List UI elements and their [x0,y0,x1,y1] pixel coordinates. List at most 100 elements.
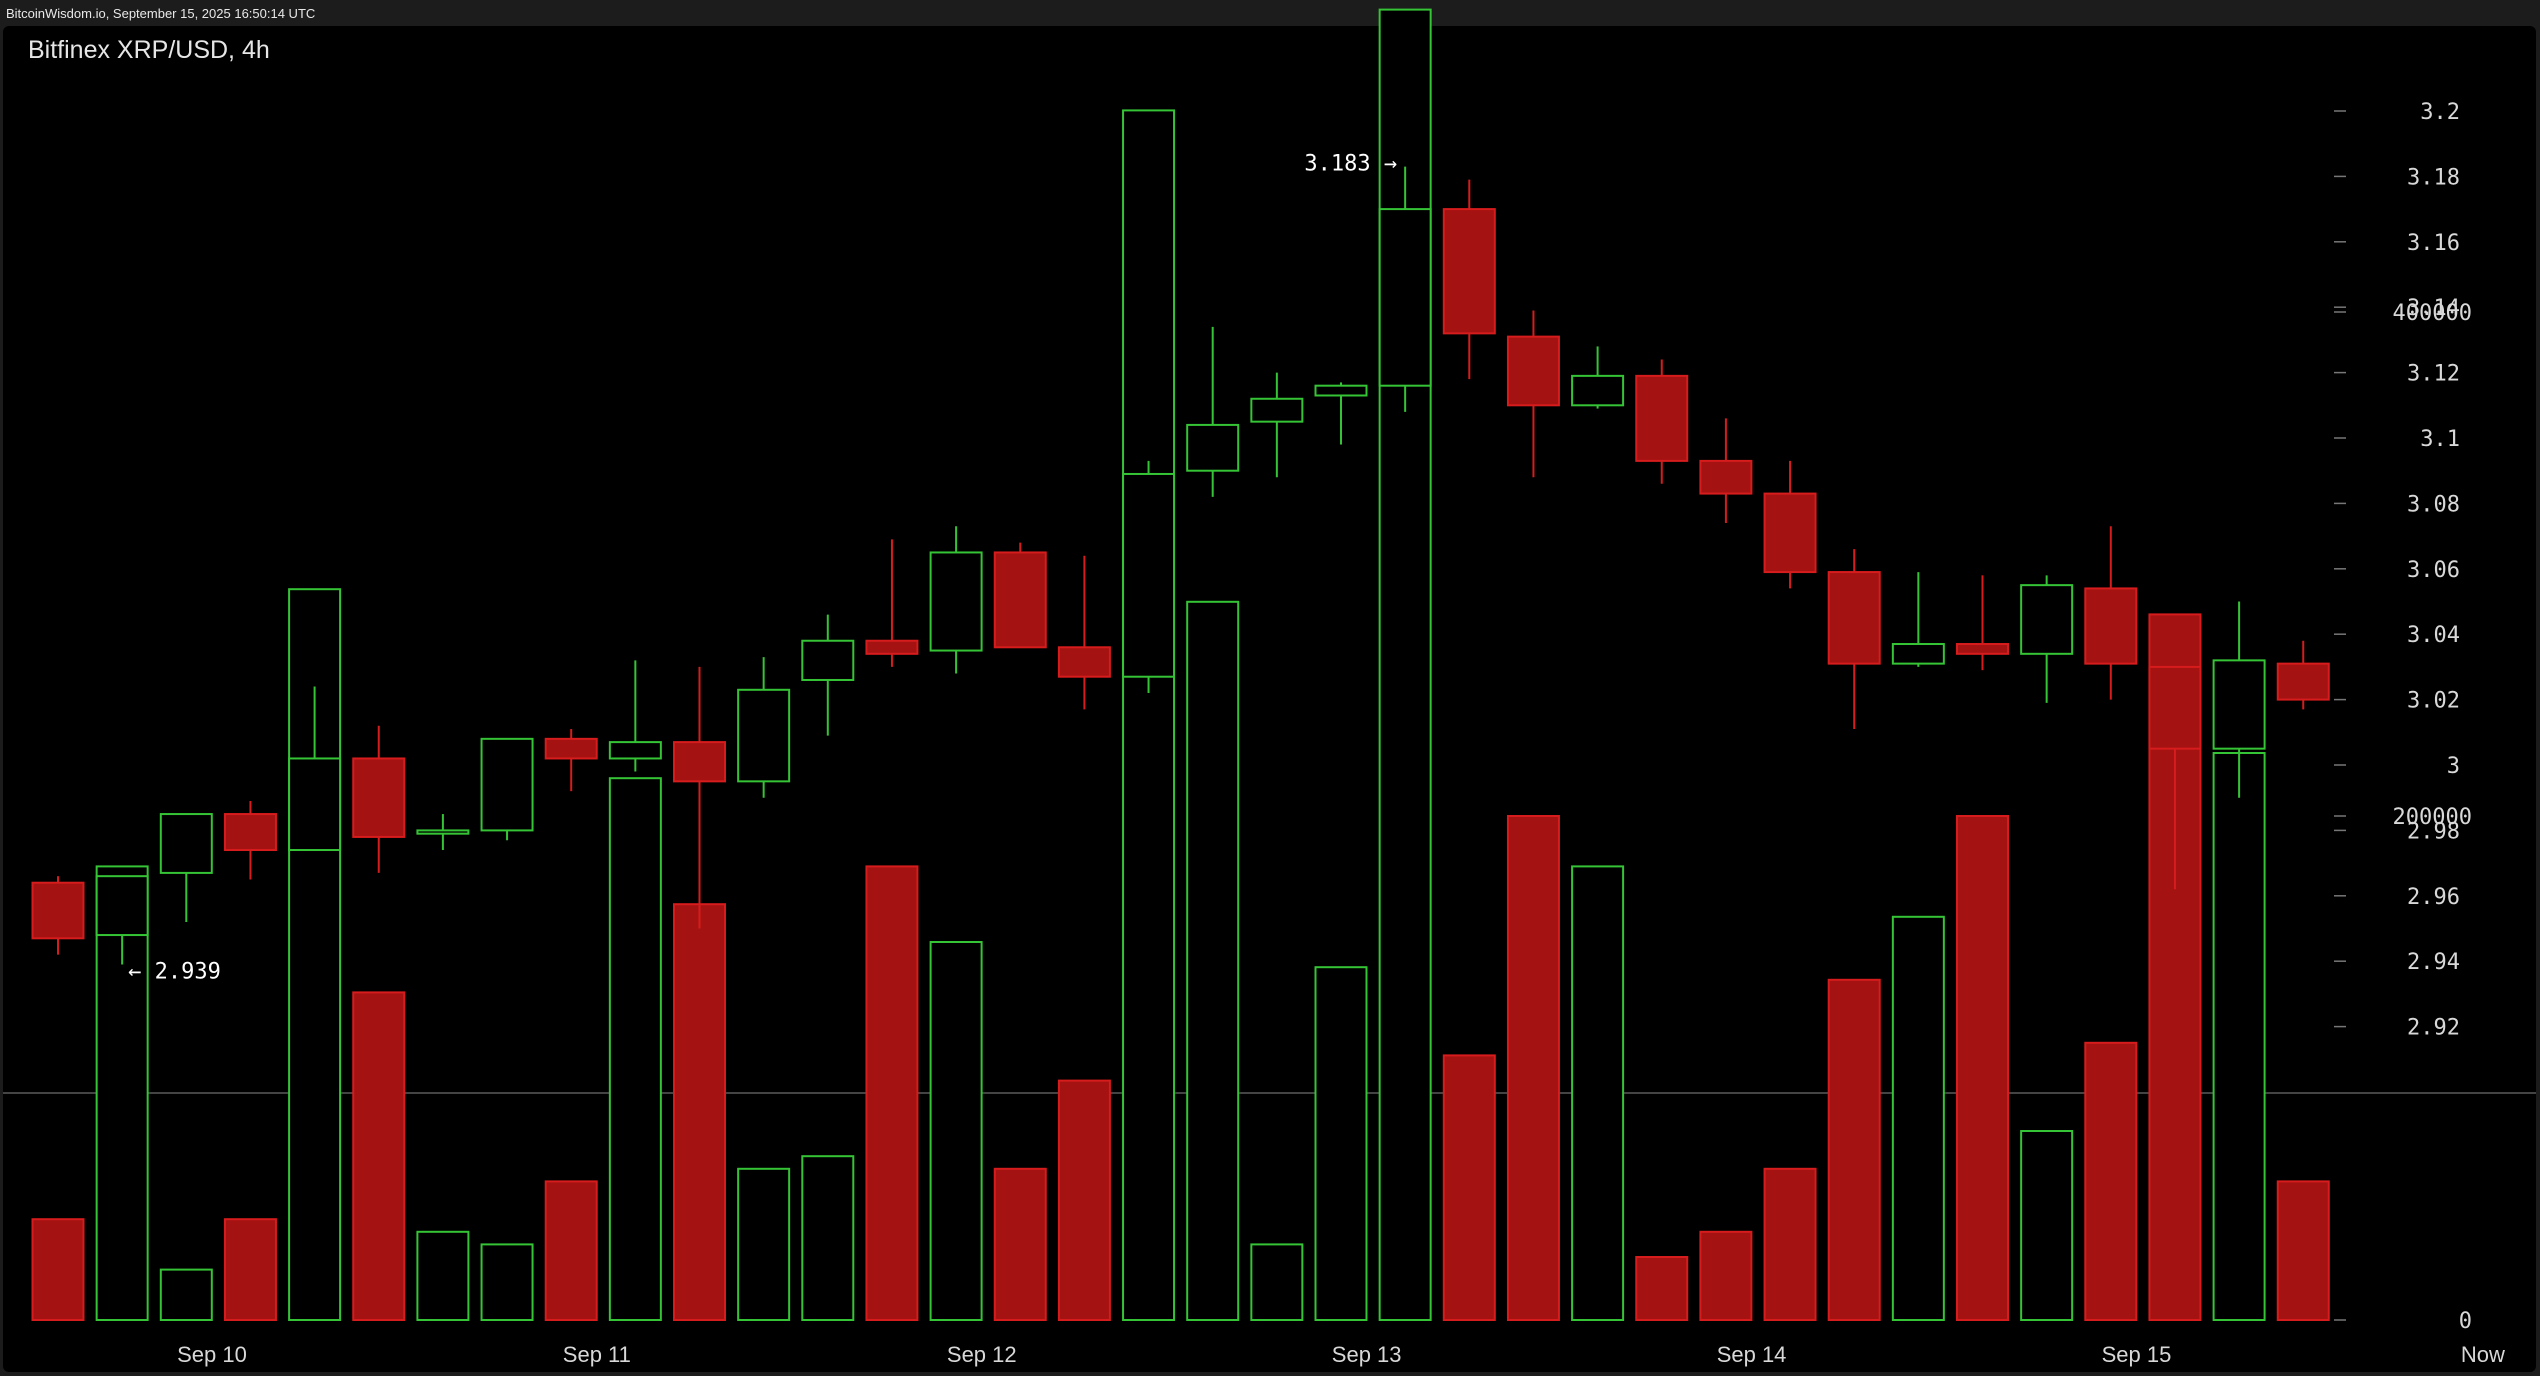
candle [1186,326,1240,497]
price-tick-label: 3.06 [2407,558,2460,583]
candle-body [1250,397,1304,423]
candle-body [737,688,791,783]
candle-body [2276,662,2330,701]
candle [223,800,277,880]
time-label: Now [2461,1342,2505,1367]
price-tick-label: 2.92 [2407,1016,2460,1041]
volume-bar [608,777,662,1321]
candle [159,813,213,922]
candle-body [1506,335,1560,407]
volume-bar [929,941,983,1321]
price-tick-label: 3.16 [2407,231,2460,256]
candle [801,614,855,736]
volume-bar [2276,1180,2330,1322]
candle-body [2084,587,2138,665]
volume-bar [1314,966,1368,1321]
time-label: Sep 14 [1717,1342,1787,1367]
candle [1378,166,1432,412]
candle [416,814,470,851]
volume-bar [1250,1243,1304,1322]
time-label: Sep 13 [1332,1342,1402,1367]
candle-body [159,813,213,874]
volume-bar [1891,915,1945,1321]
price-tick-label: 3.08 [2407,492,2460,517]
candle [1635,359,1689,484]
candle-body [608,741,662,760]
price-tick-label: 3.2 [2420,100,2460,125]
time-axis: Sep 10 Sep 11 Sep 12 Sep 13 Sep 14 Sep 15 Now [177,1342,2505,1367]
volume-bar [1186,600,1240,1321]
price-candles [31,166,2330,965]
candle-body [1571,374,1625,407]
candle [2084,526,2138,700]
price-tick-label: 3.1 [2420,427,2460,452]
candle [2148,665,2202,890]
annotations: 3.183 → ← 2.939 [128,152,1397,985]
candle-body [1763,492,1817,574]
price-tick-label: 2.98 [2407,819,2460,844]
candle-body [95,875,149,937]
candle-body [1827,571,1881,665]
candle [608,660,662,772]
volume-bar [673,903,726,1321]
time-label: Sep 15 [2102,1342,2172,1367]
candle-body [352,757,406,838]
price-tick-label: 3.18 [2407,165,2460,190]
candle-body [544,737,598,760]
candle [1250,372,1304,478]
candle [1122,460,1176,694]
candle-body [1442,208,1496,335]
candle [1763,460,1817,589]
price-tick-label: 2.96 [2407,885,2460,910]
price-tick-label: 3.14 [2407,296,2460,321]
volume-bar [1827,978,1881,1321]
volume-bar [2020,1130,2074,1321]
candle [1571,346,1625,409]
candle [2212,601,2266,798]
volume-bar [480,1243,534,1322]
volume-bar [1057,1079,1111,1321]
price-tick-label: 3 [2447,754,2460,779]
candle-body [1378,208,1432,387]
candle [1699,418,1753,524]
volume-bar [2084,1041,2138,1322]
candle [2020,575,2074,703]
volume-bar [416,1230,470,1322]
candle-body [673,741,726,783]
candle [993,542,1047,649]
candle [1442,179,1496,380]
volume-bar [1571,865,1625,1322]
volume-bar [31,1218,85,1321]
high-price-marker: 3.183 → [1304,152,1397,177]
candle-body [801,639,855,681]
time-label: Sep 10 [177,1342,247,1367]
candle-body [416,829,470,835]
volume-bar [865,865,919,1322]
top-bar: BitcoinWisdom.io, September 15, 2025 16:… [0,0,2540,26]
price-tick-label: 3.04 [2407,623,2460,648]
candle-body [2020,584,2074,655]
price-tick-label: 3.12 [2407,362,2460,387]
volume-tick-label: 0 [2459,1309,2472,1334]
candle [480,737,534,841]
candle [865,539,919,667]
candle-body [1891,643,1945,665]
candle-body [1057,646,1111,678]
candle-body [865,639,919,655]
volume-bar [993,1167,1047,1322]
candle-body [1314,384,1368,397]
candle-body [1186,423,1240,472]
candle [1506,310,1560,478]
candle-body [2212,659,2266,750]
candle [2276,640,2330,710]
chart-title: Bitfinex XRP/USD, 4h [28,36,270,64]
volume-bar [1956,815,2009,1321]
volume-bar [737,1167,791,1322]
time-label: Sep 12 [947,1342,1017,1367]
volume-bar [801,1155,855,1321]
volume-bar [223,1218,277,1321]
candle [544,729,598,792]
volume-bar [1506,815,1560,1321]
